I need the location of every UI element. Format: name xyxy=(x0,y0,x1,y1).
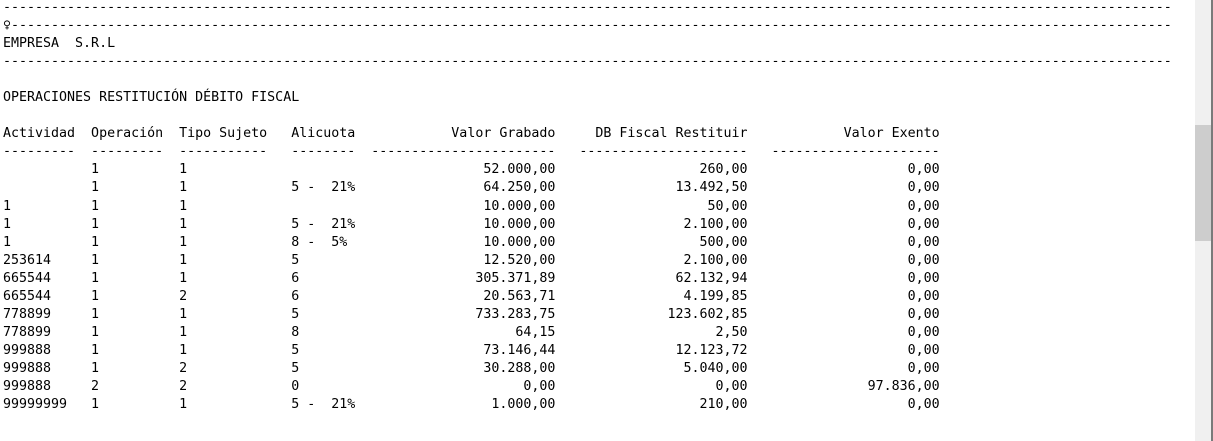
report-line: ----------------------------------------… xyxy=(3,54,1172,70)
report-line xyxy=(3,71,1172,89)
table-row: 1 1 52.000,00 260,00 0,00 xyxy=(3,162,940,178)
report-plaintext: ----------------------------------------… xyxy=(3,0,1172,414)
report-line: ♀---------------------------------------… xyxy=(3,18,1172,34)
vertical-scrollbar[interactable] xyxy=(1194,0,1213,441)
report-line xyxy=(3,107,1172,125)
table-row: 665544 1 1 6 305.371,89 62.132,94 0,00 xyxy=(3,270,940,286)
table-row: 1 1 1 8 - 5% 10.000,00 500,00 0,00 xyxy=(3,234,940,250)
report-line: --------- --------- ----------- --------… xyxy=(3,144,940,160)
table-row: 999888 1 2 5 30.288,00 5.040,00 0,00 xyxy=(3,360,940,376)
table-row: 999888 2 2 0 0,00 0,00 97.836,00 xyxy=(3,378,940,394)
table-row: 99999999 1 1 5 - 21% 1.000,00 210,00 0,0… xyxy=(3,397,940,413)
table-row: 665544 1 2 6 20.563,71 4.199,85 0,00 xyxy=(3,288,940,304)
table-row: 1 1 5 - 21% 64.250,00 13.492,50 0,00 xyxy=(3,180,940,196)
report-line: Actividad Operación Tipo Sujeto Alicuota… xyxy=(3,126,940,142)
table-row: 778899 1 1 8 64,15 2,50 0,00 xyxy=(3,324,940,340)
table-row: 999888 1 1 5 73.146,44 12.123,72 0,00 xyxy=(3,342,940,358)
window-right-edge xyxy=(1211,0,1213,441)
table-row: 778899 1 1 5 733.283,75 123.602,85 0,00 xyxy=(3,306,940,322)
report-line: OPERACIONES RESTITUCIÓN DÉBITO FISCAL xyxy=(3,90,300,106)
table-row: 1 1 1 10.000,00 50,00 0,00 xyxy=(3,198,940,214)
table-row: 1 1 1 5 - 21% 10.000,00 2.100,00 0,00 xyxy=(3,216,940,232)
report-line: ----------------------------------------… xyxy=(3,0,1172,15)
vertical-scrollbar-thumb[interactable] xyxy=(1195,125,1213,241)
table-row: 253614 1 1 5 12.520,00 2.100,00 0,00 xyxy=(3,252,940,268)
report-line: EMPRESA S.R.L xyxy=(3,36,116,52)
